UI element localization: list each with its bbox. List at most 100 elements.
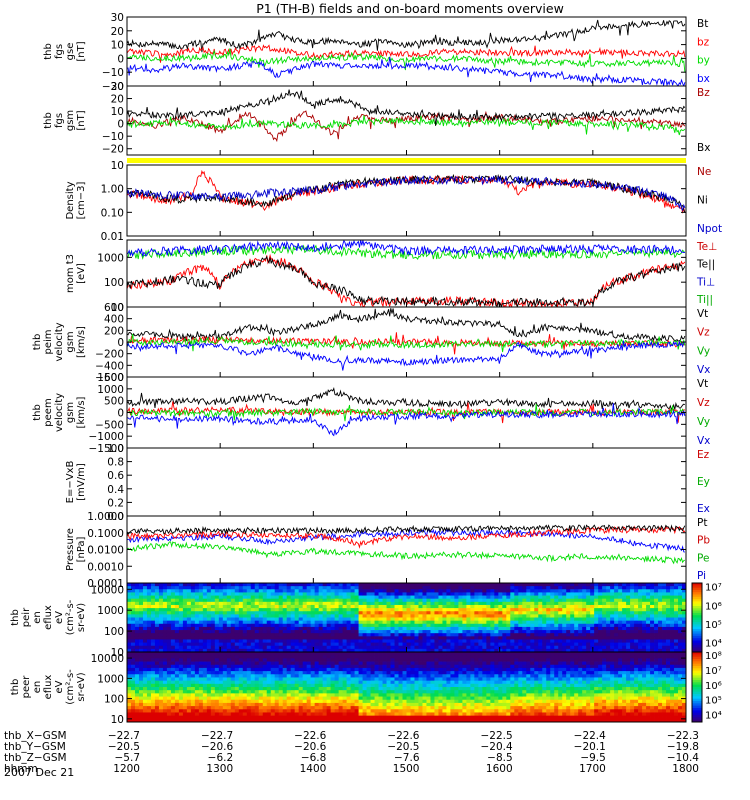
spectrogram-cell	[194, 718, 200, 723]
spectrogram-cell	[166, 633, 172, 637]
spectrogram-cell	[298, 683, 304, 688]
spectrogram-cell	[250, 715, 256, 720]
spectrogram-cell	[158, 687, 164, 691]
y-label-line: gsm	[65, 402, 76, 423]
spectrogram-cell	[226, 677, 232, 682]
spectrogram-cell	[606, 589, 611, 593]
spectrogram-cell	[382, 636, 387, 640]
spectrogram-cell	[466, 598, 471, 603]
spectrogram-cell	[326, 598, 332, 603]
spectrogram-cell	[494, 604, 499, 609]
spectrogram-cell	[402, 715, 407, 720]
spectrogram-cell	[206, 667, 212, 672]
spectrogram-cell	[670, 623, 675, 628]
spectrogram-cell	[354, 608, 359, 612]
spectrogram-cell	[434, 636, 439, 640]
spectrogram-cell	[370, 648, 375, 653]
spectrogram-cell	[462, 614, 467, 618]
spectrogram-cell	[262, 674, 268, 678]
spectrogram-cell	[342, 715, 347, 720]
spectrogram-cell	[598, 604, 603, 609]
colorbar-cell	[692, 638, 702, 641]
spectrogram-cell	[626, 614, 631, 618]
spectrogram-cell	[458, 645, 463, 650]
spectrogram-cell	[530, 626, 535, 631]
spectrogram-cell	[190, 626, 196, 631]
spectrogram-cell	[298, 655, 304, 659]
spectrogram-cell	[266, 648, 272, 653]
spectrogram-cell	[266, 667, 272, 672]
spectrogram-cell	[490, 601, 495, 606]
spectrogram-cell	[282, 642, 288, 647]
spectrogram-cell	[366, 645, 371, 650]
spectrogram-cell	[146, 645, 152, 650]
spectrogram-cell	[262, 598, 268, 603]
spectrogram-cell	[334, 608, 340, 612]
spectrogram-cell	[286, 583, 292, 587]
spectrogram-cell	[414, 658, 419, 662]
y-tick-label: −10	[102, 131, 124, 143]
spectrogram-cell	[198, 583, 204, 587]
spectrogram-cell	[138, 680, 144, 685]
spectrogram-cell	[382, 718, 387, 723]
spectrogram-cell	[366, 699, 371, 704]
spectrogram-cell	[366, 623, 371, 628]
spectrogram-cell	[490, 620, 495, 625]
spectrogram-cell	[298, 598, 304, 603]
spectrogram-cell	[286, 664, 292, 669]
spectrogram-cell	[230, 690, 236, 694]
spectrogram-cell	[594, 645, 599, 650]
spectrogram-cell	[178, 630, 184, 634]
spectrogram-cell	[134, 608, 140, 612]
spectrogram-cell	[266, 620, 272, 625]
spectrogram-cell	[218, 598, 224, 603]
spectrogram-cell	[138, 671, 144, 675]
spectrogram-cell	[394, 683, 399, 688]
spectrogram-cell	[338, 680, 344, 685]
spectrogram-cell	[250, 687, 256, 691]
spectrogram-cell	[158, 611, 164, 615]
spectrogram-cell	[618, 598, 623, 603]
spectrogram-cell	[446, 633, 451, 637]
spectrogram-cell	[370, 589, 375, 593]
spectrogram-cell	[314, 680, 320, 685]
spectrogram-cell	[306, 645, 312, 650]
spectrogram-cell	[142, 645, 148, 650]
spectrogram-cell	[370, 630, 375, 634]
spectrogram-cell	[318, 718, 324, 723]
spectrogram-cell	[454, 623, 459, 628]
spectrogram-cell	[246, 709, 252, 713]
spectrogram-cell	[402, 667, 407, 672]
spectrogram-cell	[298, 623, 304, 628]
spectrogram-cell	[634, 592, 639, 596]
y-label-line: mom t3	[65, 254, 76, 293]
spectrogram-cell	[338, 690, 344, 694]
spectrogram-cell	[242, 642, 248, 647]
spectrogram-cell	[154, 671, 160, 675]
spectrogram-cell	[138, 608, 144, 612]
spectrogram-cell	[438, 620, 443, 625]
spectrogram-cell	[282, 633, 288, 637]
spectrogram-cell	[622, 633, 627, 637]
spectrogram-cell	[666, 598, 671, 603]
spectrogram-cell	[294, 706, 300, 710]
spectrogram-cell	[258, 642, 264, 647]
spectrogram-cell	[350, 642, 355, 647]
spectrogram-cell	[258, 639, 264, 643]
spectrogram-cell	[402, 642, 407, 647]
colorbar-cell	[692, 608, 702, 612]
spectrogram-cell	[582, 601, 587, 606]
spectrogram-cell	[346, 601, 351, 606]
spectrogram-cell	[362, 620, 367, 625]
spectrogram-cell	[158, 604, 164, 609]
spectrogram-cell	[658, 636, 663, 640]
spectrogram-cell	[394, 699, 399, 704]
spectrogram-cell	[306, 623, 312, 628]
spectrogram-cell	[630, 642, 635, 647]
spectrogram-cell	[162, 630, 168, 634]
spectrogram-cell	[302, 693, 308, 697]
spectrogram-cell	[670, 620, 675, 625]
spectrogram-cell	[590, 608, 595, 612]
spectrogram-cell	[138, 693, 144, 697]
spectrogram-cell	[226, 702, 232, 707]
